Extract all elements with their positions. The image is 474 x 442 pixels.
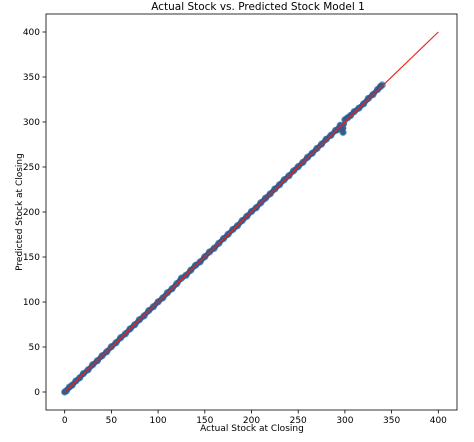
y-tick-label-200: 200 (23, 208, 40, 218)
y-tick-label-300: 300 (23, 118, 40, 128)
plot-area (61, 31, 439, 396)
scatter-core-point-63-0 (340, 129, 346, 136)
x-tick-label-250: 250 (290, 416, 307, 426)
x-tick-label-150: 150 (196, 416, 213, 426)
y-tick-label-100: 100 (23, 298, 40, 308)
y-tick-label-350: 350 (23, 73, 40, 83)
y-tick-label-250: 250 (23, 163, 40, 173)
y-axis: 0 50 100 150 200 250 300 350 400 (23, 28, 46, 398)
x-tick-label-300: 300 (336, 416, 353, 426)
x-tick-label-50: 50 (106, 416, 118, 426)
x-tick-label-350: 350 (383, 416, 400, 426)
chart-title: Actual Stock vs. Predicted Stock Model 1 (151, 1, 365, 13)
scatter-core-point-73-2 (378, 82, 385, 89)
y-tick-label-400: 400 (23, 28, 40, 38)
y-tick-label-0: 0 (34, 388, 40, 398)
scatter-core-point-63-1 (340, 125, 347, 131)
x-axis-label: Actual Stock at Closing (200, 424, 304, 434)
x-tick-label-100: 100 (149, 416, 166, 426)
x-tick-label-400: 400 (430, 416, 447, 426)
x-tick-label-200: 200 (243, 416, 260, 426)
x-axis: 0 50 100 150 200 250 300 350 400 (62, 410, 447, 426)
y-tick-label-50: 50 (29, 343, 41, 353)
scatter-core-point-63-2 (341, 121, 347, 127)
y-axis-label: Predicted Stock at Closing (15, 153, 25, 271)
y-tick-label-150: 150 (23, 253, 40, 263)
x-tick-label-0: 0 (62, 416, 68, 426)
reference-line (64, 31, 439, 393)
